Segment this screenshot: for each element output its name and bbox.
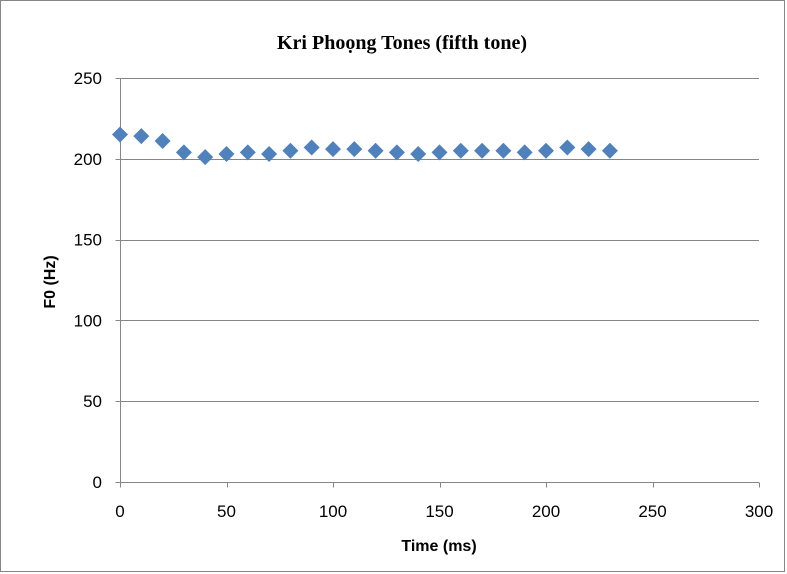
x-tick-label: 150	[425, 502, 453, 521]
y-tick-label: 150	[74, 231, 102, 250]
y-tick-label: 250	[74, 69, 102, 88]
data-point	[495, 143, 511, 159]
data-point	[304, 139, 320, 155]
x-tick-label: 50	[217, 502, 236, 521]
data-point	[432, 144, 448, 160]
data-point	[602, 143, 618, 159]
data-point	[453, 143, 469, 159]
x-tick-label: 250	[638, 502, 666, 521]
chart-title: Kri Phoọng Tones (fifth tone)	[277, 32, 527, 54]
data-point	[197, 149, 213, 165]
data-point	[559, 139, 575, 155]
data-point	[133, 128, 149, 144]
data-point	[346, 141, 362, 157]
x-tick-label: 200	[532, 502, 560, 521]
y-tick-label: 100	[74, 311, 102, 330]
data-point	[155, 133, 171, 149]
data-point	[176, 144, 192, 160]
data-point	[368, 143, 384, 159]
data-point	[240, 144, 256, 160]
data-point	[389, 144, 405, 160]
data-point	[581, 141, 597, 157]
x-tick-label: 100	[319, 502, 347, 521]
y-axis-label: F0 (Hz)	[42, 255, 59, 308]
y-tick-label: 200	[74, 150, 102, 169]
tick-labels: 0 50 100 150 200 250 0 50 100 150 200 250 300	[74, 69, 774, 521]
x-tick-label: 300	[745, 502, 773, 521]
data-point	[112, 127, 128, 143]
x-axis-label: Time (ms)	[401, 538, 476, 555]
x-tick-label: 0	[115, 502, 124, 521]
data-point	[325, 141, 341, 157]
y-tick-label: 50	[83, 392, 102, 411]
data-point	[474, 143, 490, 159]
data-point	[517, 144, 533, 160]
axes	[116, 78, 760, 488]
data-point	[538, 143, 554, 159]
gridlines	[120, 79, 759, 402]
y-tick-label: 0	[93, 473, 102, 492]
data-point	[282, 143, 298, 159]
